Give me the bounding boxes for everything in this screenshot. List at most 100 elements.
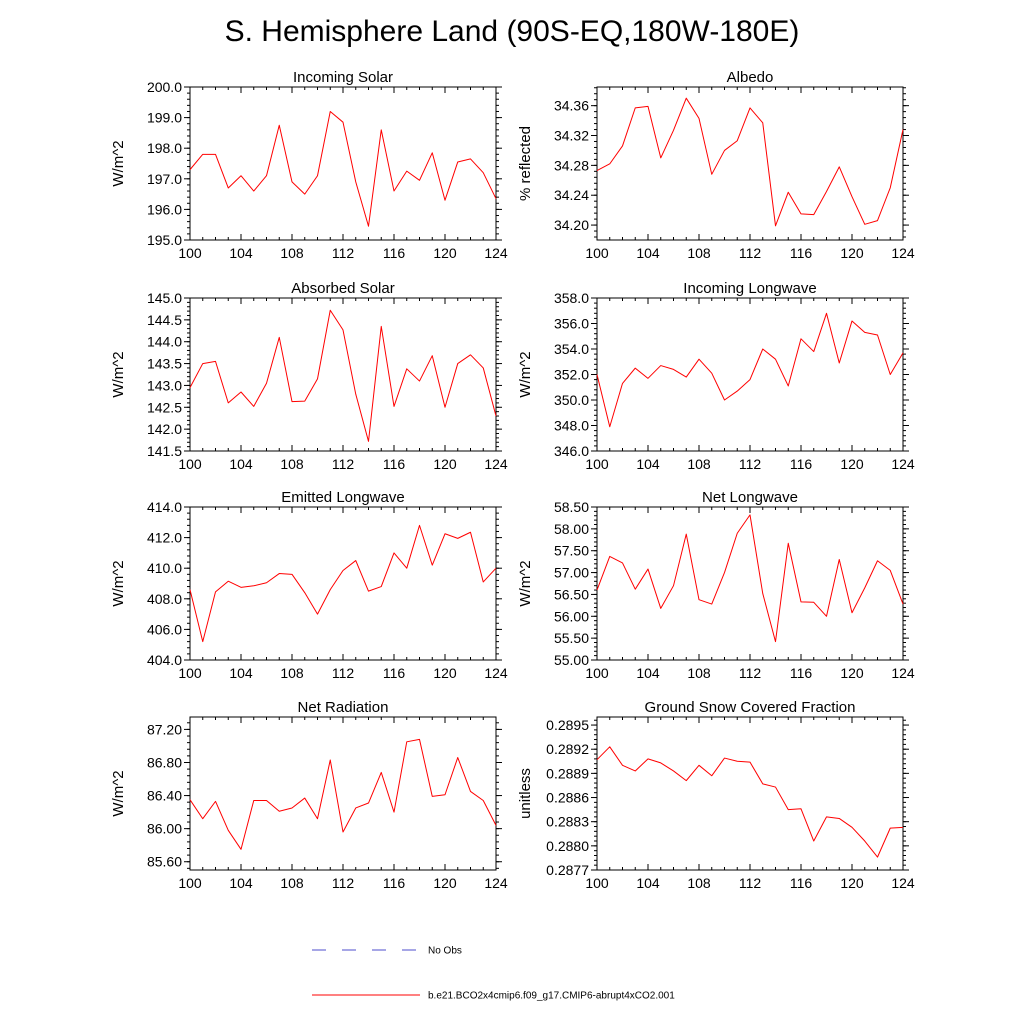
albedo-ylabel: % reflected	[517, 126, 534, 201]
incoming-solar-ylabel: W/m^2	[110, 140, 127, 186]
emitted-longwave-xtick-label: 104	[229, 665, 253, 681]
ground-snow-covered-fraction-ylabel: unitless	[517, 768, 534, 819]
net-longwave-xtick-label: 112	[739, 665, 762, 681]
net-longwave-xtick-label: 116	[790, 665, 813, 681]
albedo-title: Albedo	[727, 69, 774, 86]
ground-snow-covered-fraction-frame	[596, 716, 904, 871]
albedo-xtick-label: 120	[840, 245, 864, 261]
albedo-xtick-label: 104	[636, 245, 660, 261]
net-longwave-ytick-label: 57.00	[554, 565, 589, 581]
incoming-solar-xtick-label: 124	[484, 245, 508, 261]
absorbed-solar-ytick-label: 142.5	[147, 399, 182, 415]
absorbed-solar-ytick-label: 143.5	[147, 356, 182, 372]
incoming-longwave-series-line	[596, 312, 904, 428]
incoming-solar-xtick-label: 112	[332, 245, 355, 261]
albedo-ytick-label: 34.28	[554, 157, 589, 173]
incoming-longwave-title: Incoming Longwave	[683, 280, 816, 297]
albedo-frame	[596, 86, 904, 241]
ground-snow-covered-fraction-xtick-label: 116	[790, 875, 813, 891]
albedo-ytick-label: 34.32	[554, 128, 589, 144]
panel-ground-snow-covered-fraction: Ground Snow Covered Fraction unitless 100 1…	[517, 699, 915, 891]
ground-snow-covered-fraction-ytick-label: 0.2886	[546, 790, 589, 806]
incoming-solar-series-line	[189, 110, 497, 227]
absorbed-solar-ytick-label: 145.0	[147, 290, 182, 306]
net-longwave-xtick-label: 124	[891, 665, 915, 681]
emitted-longwave-ytick-label: 408.0	[147, 591, 182, 607]
emitted-longwave-xtick-label: 120	[433, 665, 457, 681]
net-radiation-ytick-label: 87.20	[147, 721, 182, 737]
panel-net-longwave: Net Longwave W/m^2 100 104 108 112 116 120 124 55…	[517, 489, 915, 681]
net-radiation-series-line	[189, 738, 497, 850]
emitted-longwave-xtick-label: 116	[383, 665, 406, 681]
net-longwave-frame	[596, 506, 904, 661]
panel-albedo: Albedo % reflected 100 104 108 112 116 120 124 34…	[517, 69, 915, 261]
ground-snow-covered-fraction-title: Ground Snow Covered Fraction	[645, 699, 856, 716]
absorbed-solar-ylabel: W/m^2	[110, 351, 127, 397]
legend-obs-label: No Obs	[428, 946, 462, 957]
incoming-solar-ytick-label: 197.0	[147, 171, 182, 187]
absorbed-solar-ytick-label: 141.5	[147, 443, 182, 459]
net-longwave-xtick-label: 108	[687, 665, 711, 681]
incoming-solar-ytick-label: 198.0	[147, 140, 182, 156]
albedo-xtick-label: 108	[687, 245, 711, 261]
incoming-solar-xtick-label: 108	[280, 245, 304, 261]
net-radiation-xtick-label: 108	[280, 875, 304, 891]
legend: No Obs b.e21.BCO2x4cmip6.f09_g17.CMIP6-a…	[312, 946, 675, 1002]
absorbed-solar-xtick-label: 108	[280, 456, 304, 472]
incoming-longwave-xtick-label: 104	[636, 456, 660, 472]
incoming-longwave-ytick-label: 356.0	[554, 316, 589, 332]
absorbed-solar-xtick-label: 120	[433, 456, 457, 472]
ground-snow-covered-fraction-xtick-label: 100	[585, 875, 609, 891]
incoming-solar-xtick-label: 100	[178, 245, 202, 261]
absorbed-solar-frame	[189, 297, 497, 452]
panel-absorbed-solar: Absorbed Solar W/m^2 100 104 108 112 116 120 124…	[110, 280, 508, 472]
incoming-longwave-ytick-label: 350.0	[554, 392, 589, 408]
incoming-longwave-ytick-label: 346.0	[554, 443, 589, 459]
net-radiation-xtick-label: 120	[433, 875, 457, 891]
net-longwave-ytick-label: 55.00	[554, 652, 589, 668]
net-radiation-xtick-label: 104	[229, 875, 253, 891]
albedo-xtick-label: 116	[790, 245, 813, 261]
albedo-series-line	[596, 97, 904, 227]
net-radiation-ytick-label: 85.60	[147, 854, 182, 870]
panel-incoming-solar: Incoming Solar W/m^2 100 104 108 112 116 120 124…	[110, 69, 508, 261]
net-longwave-xtick-label: 100	[585, 665, 609, 681]
albedo-ytick-label: 34.24	[554, 187, 589, 203]
incoming-solar-ytick-label: 195.0	[147, 232, 182, 248]
ground-snow-covered-fraction-ytick-label: 0.2895	[546, 717, 589, 733]
ground-snow-covered-fraction-xtick-label: 104	[636, 875, 660, 891]
emitted-longwave-ytick-label: 410.0	[147, 560, 182, 576]
legend-model-label: b.e21.BCO2x4cmip6.f09_g17.CMIP6-abrupt4x…	[428, 991, 675, 1002]
ground-snow-covered-fraction-xtick-label: 112	[739, 875, 762, 891]
panels: Incoming Solar W/m^2 100 104 108 112 116 120 124…	[110, 69, 915, 891]
net-radiation-ylabel: W/m^2	[110, 770, 127, 816]
absorbed-solar-xtick-label: 104	[229, 456, 253, 472]
net-radiation-xtick-label: 100	[178, 875, 202, 891]
emitted-longwave-title: Emitted Longwave	[281, 489, 404, 506]
incoming-longwave-ytick-label: 348.0	[554, 418, 589, 434]
ground-snow-covered-fraction-ytick-label: 0.2883	[546, 814, 589, 830]
emitted-longwave-ylabel: W/m^2	[110, 560, 127, 606]
incoming-solar-xtick-label: 104	[229, 245, 253, 261]
incoming-longwave-xtick-label: 120	[840, 456, 864, 472]
absorbed-solar-ytick-label: 144.0	[147, 334, 182, 350]
absorbed-solar-xtick-label: 100	[178, 456, 202, 472]
net-longwave-xtick-label: 120	[840, 665, 864, 681]
ground-snow-covered-fraction-ytick-label: 0.2889	[546, 765, 589, 781]
panel-incoming-longwave: Incoming Longwave W/m^2 100 104 108 112 116 120…	[517, 280, 915, 472]
net-radiation-frame	[189, 716, 497, 871]
net-longwave-series-line	[596, 514, 904, 643]
net-longwave-ytick-label: 58.00	[554, 521, 589, 537]
emitted-longwave-xtick-label: 112	[332, 665, 355, 681]
net-radiation-ytick-label: 86.80	[147, 754, 182, 770]
net-radiation-xtick-label: 112	[332, 875, 355, 891]
emitted-longwave-xtick-label: 124	[484, 665, 508, 681]
albedo-ytick-label: 34.20	[554, 217, 589, 233]
incoming-longwave-ylabel: W/m^2	[517, 351, 534, 397]
emitted-longwave-xtick-label: 100	[178, 665, 202, 681]
ground-snow-covered-fraction-xtick-label: 120	[840, 875, 864, 891]
emitted-longwave-ytick-label: 406.0	[147, 621, 182, 637]
albedo-xtick-label: 112	[739, 245, 762, 261]
ground-snow-covered-fraction-xtick-label: 124	[891, 875, 915, 891]
incoming-longwave-xtick-label: 112	[739, 456, 762, 472]
